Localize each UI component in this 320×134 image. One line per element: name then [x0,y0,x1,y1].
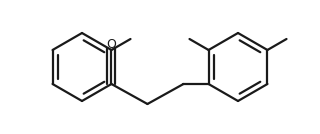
Text: O: O [107,38,116,51]
